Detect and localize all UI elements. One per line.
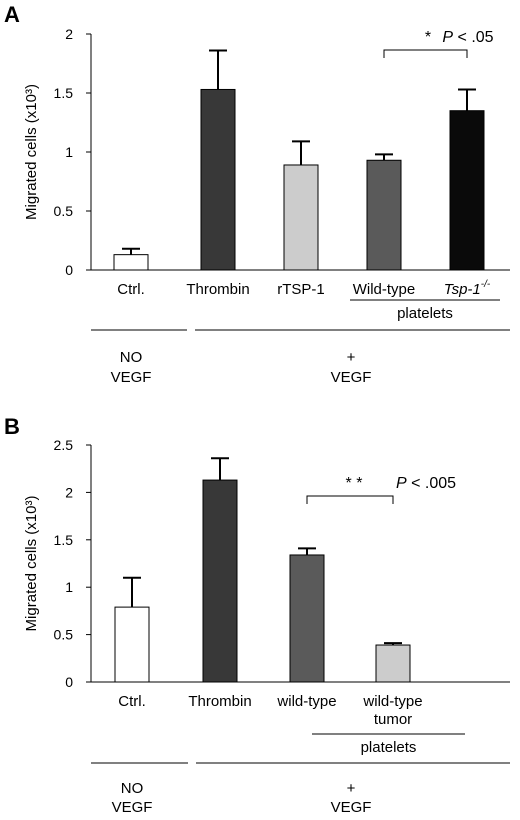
category-label: Tsp-1-/- [444,279,491,298]
subgroup-label: platelets [361,739,417,756]
significance-p-value: P < .005 [396,475,456,492]
group-label: + [347,349,356,366]
bar [200,88,236,271]
significance-p-value: P < .05 [442,29,493,46]
group-label: NO [121,780,144,797]
group-label: VEGF [111,369,152,386]
y-tick-label: 0 [65,674,73,690]
y-tick-label: 1 [65,579,73,595]
y-axis-label: Migrated cells (x10³) [23,84,40,220]
group-label: + [347,780,356,797]
bar [289,554,325,683]
bar [113,254,149,271]
bar [375,644,411,683]
significance-bracket [383,49,468,58]
bar [366,159,402,271]
y-tick-label: 1.5 [54,532,74,548]
significance-stars: * [425,29,431,46]
category-label: wild-type [362,693,422,710]
group-label: VEGF [331,799,372,816]
subgroup-label: platelets [397,305,453,322]
category-label: rTSP-1 [277,281,325,298]
category-label: wild-type [276,693,336,710]
y-tick-label: 2 [65,26,73,42]
category-label: Thrombin [188,693,251,710]
significance-stars: * * [346,475,363,492]
category-label: Thrombin [186,281,249,298]
y-tick-label: 2 [65,484,73,500]
y-tick-label: 0.5 [54,627,74,643]
bar [449,110,485,271]
y-tick-label: 1 [65,144,73,160]
category-label: Wild-type [353,281,416,298]
group-label: VEGF [331,369,372,386]
bar [283,164,319,271]
panel-label: B [4,414,20,439]
y-tick-label: 0 [65,262,73,278]
y-tick-label: 1.5 [54,85,74,101]
category-label: Ctrl. [118,693,146,710]
group-label: VEGF [112,799,153,816]
bar [114,606,150,683]
y-axis-label: Migrated cells (x10³) [23,496,40,632]
bar [202,479,238,683]
group-label: NO [120,349,143,366]
panel-label: A [4,2,20,27]
category-label: Ctrl. [117,281,145,298]
y-tick-label: 0.5 [54,203,74,219]
category-label-line2: tumor [374,711,412,728]
y-tick-label: 2.5 [54,437,74,453]
significance-bracket [306,495,394,504]
